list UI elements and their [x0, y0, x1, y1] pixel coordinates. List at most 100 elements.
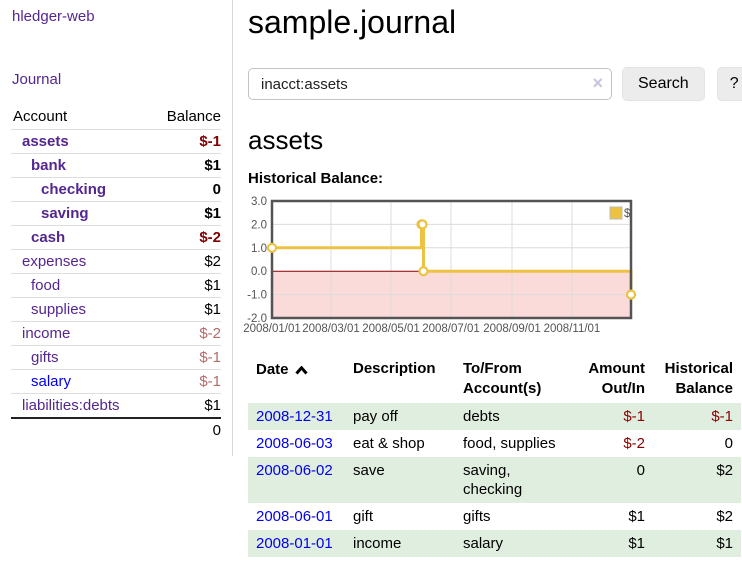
- chart-container: $3.0 2.0 1.0 0.0 -1.0 -2.0 2008/01/01 2008/03/0…: [242, 195, 742, 341]
- transaction-balance: 0: [724, 435, 733, 452]
- transaction-balance: $1: [653, 530, 741, 557]
- register-row: 2008-12-31 pay off debts $-1 $-1: [248, 403, 741, 430]
- svg-text:2008/09/01: 2008/09/01: [483, 323, 541, 335]
- register-header-row: Date Description To/From Account(s) Amou…: [248, 357, 741, 403]
- account-row: gifts $-1: [11, 345, 221, 369]
- transaction-date-link[interactable]: 2008-06-03: [256, 435, 333, 452]
- register-row: 2008-06-03 eat & shop food, supplies $-2 0: [248, 430, 741, 457]
- sidebar-account-link[interactable]: supplies: [31, 301, 87, 318]
- accounts-total-value: 0: [212, 422, 221, 439]
- chart-title: Historical Balance:: [248, 170, 384, 187]
- transaction-description: gift: [353, 508, 374, 525]
- transaction-accounts: gifts: [463, 508, 491, 525]
- sidebar-account-link[interactable]: expenses: [22, 253, 87, 270]
- transaction-amount: 0: [577, 457, 653, 503]
- sidebar-account-link[interactable]: checking: [41, 181, 107, 198]
- account-balance: $-1: [199, 373, 221, 390]
- column-header-description: Description: [353, 360, 436, 377]
- account-row: food $1: [11, 273, 221, 297]
- account-row: saving $1: [11, 201, 221, 225]
- svg-text:3.0: 3.0: [251, 196, 267, 208]
- transaction-amount: $1: [577, 530, 653, 557]
- accounts-col-account: Account: [13, 108, 68, 125]
- account-row: assets $-1: [11, 129, 221, 153]
- account-balance: $1: [204, 205, 221, 222]
- sidebar-account-link[interactable]: cash: [31, 229, 66, 246]
- page-title: sample.journal: [248, 4, 457, 40]
- register-row: 2008-06-02 save saving, checking 0 $2: [248, 457, 741, 503]
- transaction-description: income: [345, 530, 455, 557]
- svg-text:2008/11/01: 2008/11/01: [544, 323, 601, 335]
- search-button[interactable]: Search: [622, 67, 705, 101]
- account-row: salary $-1: [11, 369, 221, 393]
- transaction-date-link[interactable]: 2008-12-31: [256, 408, 333, 425]
- transaction-amount: $1: [628, 508, 645, 525]
- search-box: ×: [248, 68, 612, 100]
- sidebar: hledger-web Journal Account Balance asse…: [0, 0, 233, 456]
- transaction-accounts: food, supplies: [463, 435, 556, 452]
- account-row: income $-2: [11, 321, 221, 345]
- help-button[interactable]: ?: [716, 67, 742, 101]
- main-content: sample.journal × Search ? assets Histori…: [233, 0, 742, 557]
- transaction-balance: $2: [653, 457, 741, 503]
- register-row: 2008-01-01 income salary $1 $1: [248, 530, 741, 557]
- account-row: supplies $1: [11, 297, 221, 321]
- search-input[interactable]: [248, 68, 612, 100]
- transaction-date-link[interactable]: 2008-06-02: [256, 462, 333, 479]
- sidebar-item-journal[interactable]: Journal: [12, 71, 62, 88]
- account-row: cash $-2: [11, 225, 221, 249]
- transaction-date-link[interactable]: 2008-06-01: [256, 508, 333, 525]
- brand-link[interactable]: hledger-web: [12, 8, 95, 25]
- account-balance: $1: [204, 301, 221, 318]
- svg-text:2008/07/01: 2008/07/01: [422, 323, 480, 335]
- sidebar-account-link[interactable]: salary: [31, 373, 72, 390]
- transaction-date-link[interactable]: 2008-01-01: [256, 535, 333, 552]
- svg-text:2008/03/01: 2008/03/01: [302, 323, 360, 335]
- account-row: bank $1: [11, 153, 221, 177]
- transaction-balance: $2: [716, 508, 733, 525]
- transaction-accounts: salary: [455, 530, 577, 557]
- register-tbody: 2008-12-31 pay off debts $-1 $-1 2008-06-03 ea…: [248, 403, 741, 557]
- svg-text:2008/01/01: 2008/01/01: [243, 323, 301, 335]
- sidebar-account-link[interactable]: assets: [22, 133, 69, 150]
- svg-text:2.0: 2.0: [251, 219, 267, 231]
- sidebar-account-link[interactable]: liabilities:debts: [22, 397, 120, 414]
- sidebar-account-link[interactable]: food: [31, 277, 61, 294]
- account-row: liabilities:debts $1: [11, 393, 221, 417]
- transaction-description: pay off: [345, 403, 455, 430]
- account-row: checking 0: [11, 177, 221, 201]
- account-balance: $-1: [199, 349, 221, 366]
- svg-text:1.0: 1.0: [251, 243, 267, 255]
- account-balance: $2: [204, 253, 221, 270]
- sidebar-inner: hledger-web Journal Account Balance asse…: [0, 0, 233, 456]
- sidebar-account-link[interactable]: saving: [41, 205, 89, 222]
- search-form: × Search ?: [248, 67, 742, 101]
- account-balance: 0: [212, 181, 221, 198]
- accounts-table: Account Balance assets $-1 bank $1 checking 0…: [11, 105, 221, 442]
- sort-ascending-icon: [294, 361, 308, 381]
- column-header-amount: Amount Out/In: [588, 360, 645, 397]
- accounts-total-row: 0: [11, 417, 221, 442]
- transaction-description: save: [345, 457, 455, 503]
- app-layout: hledger-web Journal Account Balance asse…: [0, 0, 742, 557]
- sidebar-account-link[interactable]: bank: [31, 157, 67, 174]
- clear-search-icon[interactable]: ×: [592, 73, 603, 93]
- register-table: Date Description To/From Account(s) Amou…: [248, 357, 741, 557]
- transaction-accounts: debts: [455, 403, 577, 430]
- column-header-date[interactable]: Date: [248, 357, 345, 403]
- sidebar-account-link[interactable]: gifts: [31, 349, 59, 366]
- register-row: 2008-06-01 gift gifts $1 $2: [248, 503, 741, 530]
- account-balance: $1: [204, 157, 221, 174]
- svg-text:-2.0: -2.0: [247, 313, 267, 325]
- transaction-accounts: saving, checking: [455, 457, 577, 503]
- account-rows: assets $-1 bank $1 checking 0 saving $1 cash $-2 e…: [11, 129, 221, 417]
- account-balance: $-2: [199, 325, 221, 342]
- transaction-description: eat & shop: [353, 435, 425, 452]
- svg-text:$: $: [624, 208, 631, 220]
- transaction-balance: $-1: [653, 403, 741, 430]
- accounts-table-header: Account Balance: [11, 105, 221, 129]
- sidebar-account-link[interactable]: income: [22, 325, 71, 342]
- account-row: expenses $2: [11, 249, 221, 273]
- account-balance: $1: [204, 277, 221, 294]
